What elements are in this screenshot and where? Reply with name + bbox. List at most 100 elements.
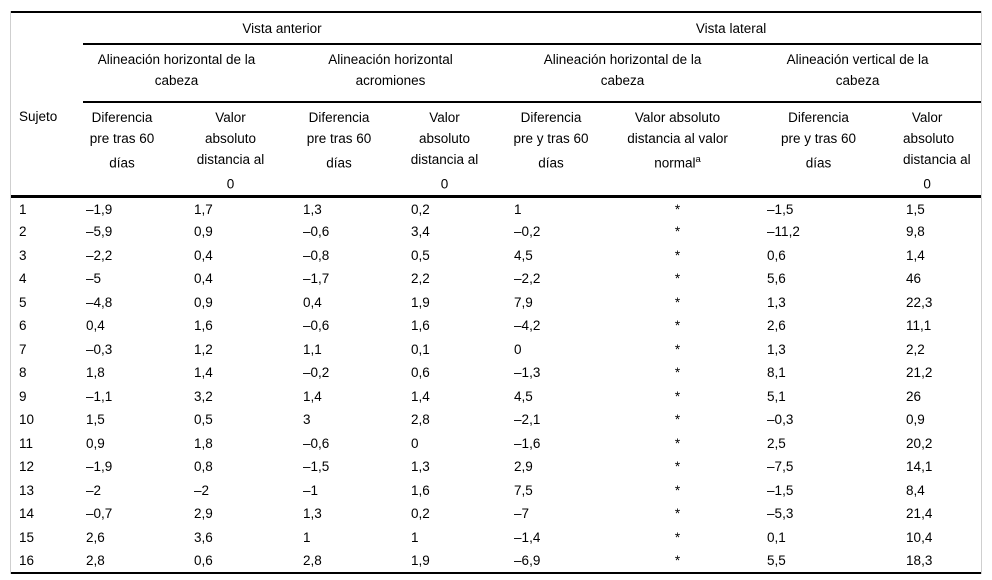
value-cell: *	[674, 412, 681, 428]
subject-cell: 4	[19, 271, 27, 287]
value-cell: –2,2	[86, 247, 113, 263]
value-cell: 1,4	[906, 247, 925, 263]
subject-cell: 7	[19, 341, 27, 357]
value-cell: *	[674, 341, 681, 357]
value-cell: –1	[303, 482, 319, 498]
value-cell: 0,9	[194, 224, 213, 240]
value-cell: 0,4	[194, 271, 213, 287]
col-header-label: Diferencia pre tras 60 días	[89, 110, 155, 171]
col-header-valor-absoluto-2: Valor absoluto distancia al 0	[408, 102, 512, 198]
group-header-alineacion-horizontal-acromiones: Alineación horizontal acromiones	[300, 44, 512, 103]
table-row: 10 1,5 0,5 3 2,8 –2,1 * –0,3 0,9	[11, 408, 981, 432]
value-cell: 1,5	[906, 201, 925, 217]
value-cell: 1,4	[194, 365, 213, 381]
table-header: Vista anterior Vista lateral Alineación …	[11, 12, 982, 198]
table-row: 13 –2 –2 –1 1,6 7,5 * –1,5 8,4	[11, 479, 981, 503]
value-cell: 0	[514, 341, 522, 357]
value-cell: 0,6	[194, 552, 213, 568]
value-cell: *	[674, 365, 681, 381]
table-row: 3 –2,2 0,4 –0,8 0,5 4,5 * 0,6 1,4	[11, 244, 981, 268]
value-cell: 2,9	[514, 459, 533, 475]
value-cell: 1,7	[194, 201, 213, 217]
value-cell: –1,7	[303, 271, 330, 287]
group-header-alineacion-vertical-cabeza: Alineación vertical de la cabeza	[764, 44, 982, 103]
value-cell: –0,7	[86, 506, 113, 522]
value-cell: –4,2	[514, 318, 541, 334]
value-cell: 7,9	[514, 294, 533, 310]
value-cell: –0,6	[303, 224, 330, 240]
value-cell: 1,9	[411, 552, 430, 568]
value-cell: 8,1	[767, 365, 786, 381]
value-cell: *	[674, 529, 681, 545]
value-cell: 1	[514, 201, 522, 217]
col-header-valor-absoluto-3: Valor absoluto distancia al 0	[903, 102, 982, 198]
value-cell: 1,1	[303, 341, 322, 357]
value-cell: 5,1	[767, 388, 786, 404]
value-cell: 0,9	[86, 435, 105, 451]
value-cell: 2,6	[767, 318, 786, 334]
value-cell: 2,2	[411, 271, 430, 287]
value-cell: –5	[86, 271, 102, 287]
value-cell: 1,4	[411, 388, 430, 404]
table-row: 9 –1,1 3,2 1,4 1,4 4,5 * 5,1 26	[11, 385, 981, 409]
value-cell: –7	[514, 506, 530, 522]
value-cell: –2	[194, 482, 210, 498]
value-cell: –0,2	[514, 224, 541, 240]
group-label: Alineación horizontal de la cabeza	[97, 52, 256, 88]
group-label: Alineación horizontal acromiones	[328, 52, 453, 88]
value-cell: *	[674, 318, 681, 334]
value-cell: –4,8	[86, 294, 113, 310]
value-cell: 4,5	[514, 388, 533, 404]
mid-group-row: Alineación horizontal de la cabeza Aline…	[11, 44, 982, 103]
value-cell: 0,6	[767, 247, 786, 263]
value-cell: *	[674, 435, 681, 451]
value-cell: –2	[86, 482, 102, 498]
value-cell: *	[674, 224, 681, 240]
value-cell: –2,1	[514, 412, 541, 428]
value-cell: –11,2	[767, 224, 800, 240]
value-cell: 1,8	[86, 365, 105, 381]
value-cell: 1	[303, 529, 311, 545]
value-cell: –6,9	[514, 552, 541, 568]
table-body: 1 –1,9 1,7 1,3 0,2 1 * –1,5 1,5 2 –5,9 0,9 –0,6 3,4 –0…	[11, 197, 981, 573]
col-header-label: Diferencia pre y tras 60 días	[781, 110, 857, 171]
value-cell: 2,5	[767, 435, 786, 451]
value-cell: 0,1	[767, 529, 786, 545]
value-cell: 0	[411, 435, 419, 451]
col-header-diferencia-3: Diferencia pre y tras 60 días	[511, 102, 622, 198]
value-cell: –1,9	[86, 201, 113, 217]
col-header-diferencia-1: Diferencia pre tras 60 días	[83, 102, 191, 198]
subject-cell: 15	[19, 529, 35, 545]
value-cell: 1,3	[303, 506, 322, 522]
group-label: Alineación vertical de la cabeza	[786, 52, 929, 88]
blank-cell	[11, 44, 83, 102]
group-label: Vista lateral	[695, 20, 767, 36]
value-cell: *	[674, 388, 681, 404]
value-cell: 10,4	[906, 529, 933, 545]
value-cell: 3	[303, 412, 311, 428]
col-header-label: Valor absoluto distancia al 0	[410, 110, 479, 192]
subject-cell: 13	[19, 482, 35, 498]
table-row: 4 –5 0,4 –1,7 2,2 –2,2 * 5,6 46	[11, 267, 981, 291]
col-header-label: Valor absoluto distancia al 0	[196, 110, 265, 192]
value-cell: –0,3	[86, 341, 113, 357]
value-cell: 14,1	[906, 459, 933, 475]
value-cell: 2,8	[86, 552, 105, 568]
col-header-label: Diferencia pre tras 60 días	[306, 110, 372, 171]
value-cell: 0,9	[194, 294, 213, 310]
group-label: Vista anterior	[242, 20, 322, 36]
value-cell: –1,5	[767, 201, 794, 217]
value-cell: 2,8	[411, 412, 430, 428]
column-header-row: Sujeto Diferencia pre tras 60 días Valor…	[11, 102, 982, 198]
value-cell: –0,6	[303, 318, 330, 334]
value-cell: 4,5	[514, 247, 533, 263]
value-cell: –1,4	[514, 529, 541, 545]
value-cell: 0,9	[906, 412, 925, 428]
value-cell: –1,6	[514, 435, 541, 451]
top-group-row: Vista anterior Vista lateral	[11, 12, 982, 45]
subject-cell: 3	[19, 247, 27, 263]
subject-cell: 6	[19, 318, 27, 334]
value-cell: 1,6	[411, 482, 430, 498]
value-cell: 5,5	[767, 552, 786, 568]
